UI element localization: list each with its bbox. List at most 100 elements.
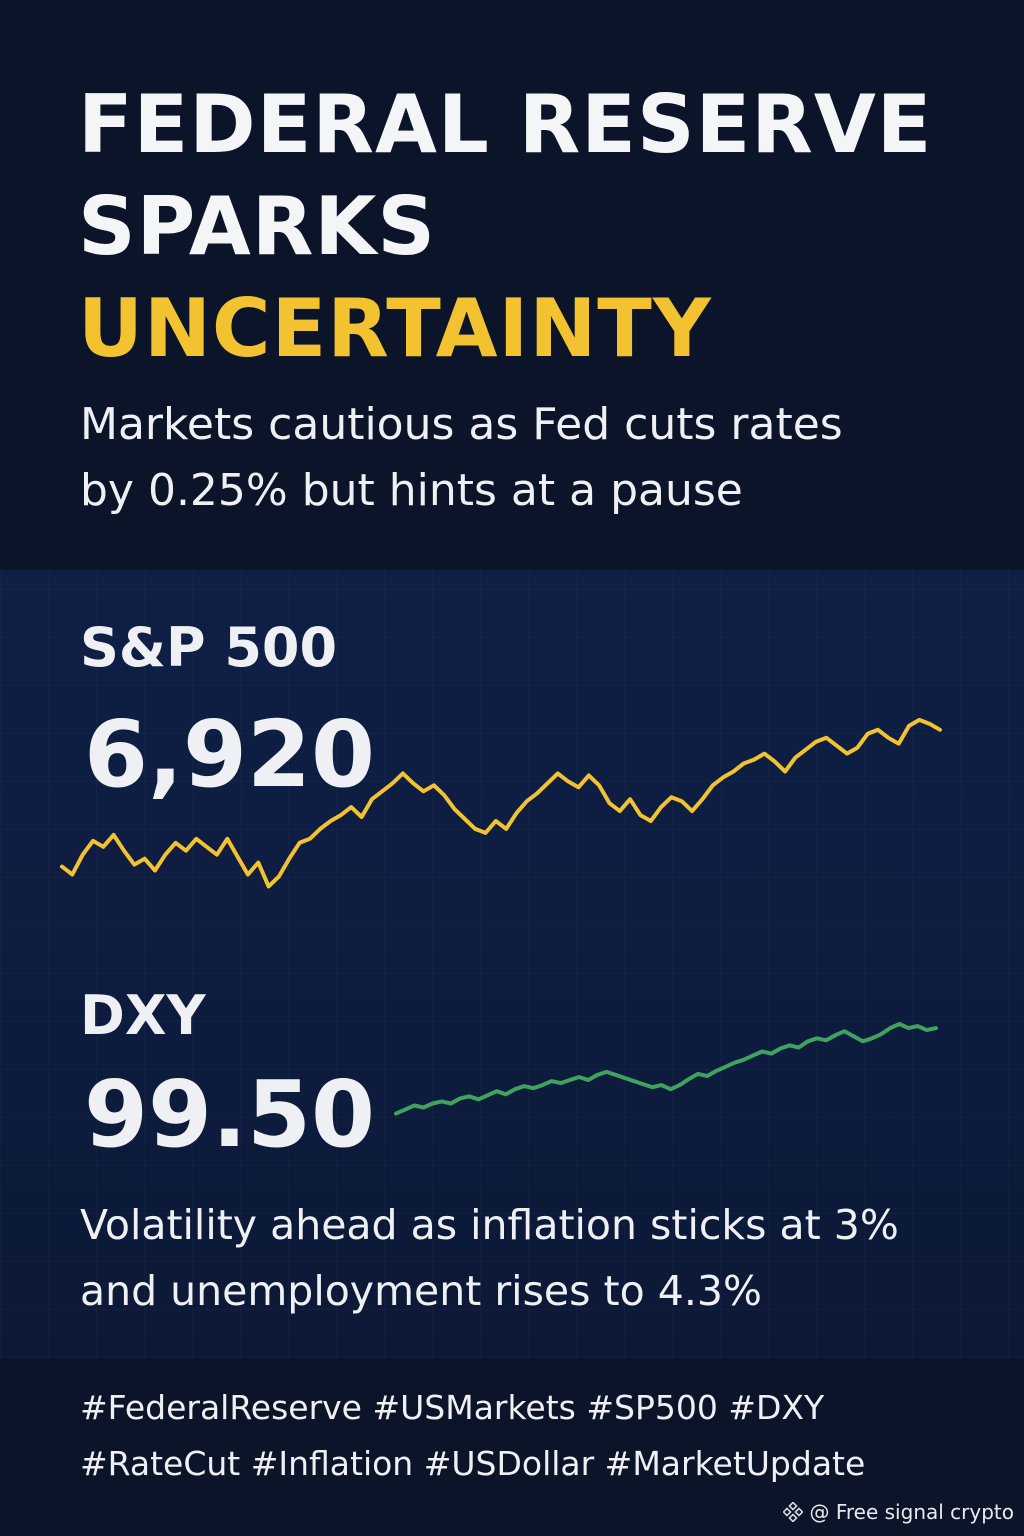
- sp500-point: [535, 791, 539, 795]
- sp500-point: [473, 827, 477, 831]
- hashtags: #FederalReserve #USMarkets #SP500 #DXY #…: [80, 1380, 1000, 1492]
- dxy-point: [870, 1036, 874, 1040]
- dxy-point: [906, 1026, 911, 1030]
- sp500-point: [483, 831, 488, 835]
- subheadline-line-2: by 0.25% but hints at a pause: [80, 465, 743, 516]
- sp500-point: [783, 769, 787, 774]
- sp500-point: [556, 771, 560, 776]
- sp500-point: [60, 865, 64, 869]
- sp500-point: [360, 815, 364, 819]
- sp500-point: [680, 799, 684, 803]
- dxy-point: [431, 1101, 435, 1106]
- dxy-label: DXY: [80, 984, 206, 1047]
- dxy-point: [650, 1085, 654, 1089]
- sp500-point: [267, 884, 271, 889]
- sp500-point: [504, 827, 508, 831]
- dxy-point: [760, 1049, 764, 1054]
- sp500-point: [318, 827, 322, 831]
- sp500-point: [721, 775, 725, 780]
- sp500-point: [835, 744, 839, 748]
- sp500-point: [917, 718, 921, 722]
- dxy-point: [623, 1076, 627, 1080]
- sp500-point: [452, 807, 457, 811]
- sp500-point: [762, 752, 767, 756]
- dxy-point: [614, 1073, 618, 1077]
- dxy-point: [412, 1103, 416, 1108]
- sp500-point: [742, 761, 746, 766]
- dxy-point: [678, 1083, 682, 1087]
- sp500-point: [81, 853, 85, 857]
- sp500-point: [256, 861, 260, 865]
- dxy-point: [925, 1028, 929, 1032]
- dxy-point: [669, 1087, 673, 1091]
- dxy-point: [421, 1105, 426, 1110]
- dxy-point: [769, 1052, 773, 1056]
- dxy-point: [577, 1075, 581, 1079]
- sp500-point: [576, 785, 581, 789]
- sp500-point: [938, 728, 942, 732]
- dxy-point: [723, 1065, 728, 1069]
- sp500-point: [545, 781, 550, 785]
- sp500-point: [298, 841, 302, 845]
- dxy-point: [861, 1039, 865, 1043]
- sp500-point: [607, 801, 612, 805]
- sp500-point: [287, 857, 291, 861]
- dxy-point: [467, 1094, 471, 1098]
- sp500-point: [339, 813, 343, 817]
- sp500-point: [876, 728, 880, 732]
- dxy-point: [458, 1096, 462, 1100]
- sp500-point: [514, 811, 519, 815]
- dxy-point: [476, 1097, 480, 1101]
- dxy-point: [540, 1083, 545, 1087]
- dxy-point: [797, 1045, 801, 1050]
- hashtags-line-2: #RateCut #Inflation #USDollar #MarketUpd…: [80, 1444, 866, 1483]
- sp500-point: [163, 853, 167, 857]
- dxy-value: 99.50: [84, 1061, 376, 1168]
- sp500-point: [845, 752, 849, 756]
- dxy-point: [788, 1043, 792, 1047]
- dxy-point: [742, 1058, 746, 1062]
- sp500-point: [122, 849, 126, 853]
- sp500-point: [587, 773, 591, 778]
- sp500-data-points: [60, 718, 942, 889]
- sp500-point: [205, 845, 209, 849]
- headline-line-1: FEDERAL RESERVE: [78, 78, 933, 171]
- dxy-point: [495, 1089, 499, 1093]
- sp500-point: [711, 783, 715, 787]
- sp500-point: [690, 809, 694, 813]
- sp500-point: [638, 813, 643, 817]
- dxy-point: [586, 1078, 590, 1082]
- dxy-point: [659, 1083, 664, 1087]
- dxy-point: [504, 1092, 508, 1096]
- sp500-point: [380, 789, 384, 793]
- dxy-point: [714, 1069, 718, 1073]
- sp500-point: [793, 756, 798, 760]
- sp500-point: [824, 736, 829, 740]
- sp500-point: [246, 872, 250, 877]
- sp500-point: [70, 872, 74, 877]
- dxy-point: [403, 1108, 407, 1112]
- dxy-point: [595, 1073, 600, 1077]
- sp500-point: [618, 809, 622, 813]
- subheadline-line-1: Markets cautious as Fed cuts rates: [80, 399, 843, 450]
- footer-section: [0, 1358, 1024, 1536]
- sp500-point: [700, 797, 705, 801]
- dxy-point: [879, 1032, 883, 1036]
- diamond-logo-icon: [783, 1502, 804, 1522]
- dxy-point: [733, 1061, 737, 1065]
- dxy-point: [550, 1079, 554, 1083]
- sp500-point: [866, 732, 870, 736]
- sp500-point: [597, 783, 601, 787]
- header-section: [0, 0, 1024, 570]
- sp500-point: [897, 742, 901, 746]
- dxy-point: [916, 1024, 920, 1028]
- sp500-point: [494, 819, 498, 823]
- sp500-point: [153, 868, 157, 873]
- sp500-point: [225, 837, 229, 841]
- sp500-point: [401, 771, 405, 776]
- sp500-point: [928, 722, 932, 726]
- dxy-point: [522, 1084, 526, 1088]
- sp500-point: [421, 789, 426, 793]
- sp500-point: [329, 819, 333, 823]
